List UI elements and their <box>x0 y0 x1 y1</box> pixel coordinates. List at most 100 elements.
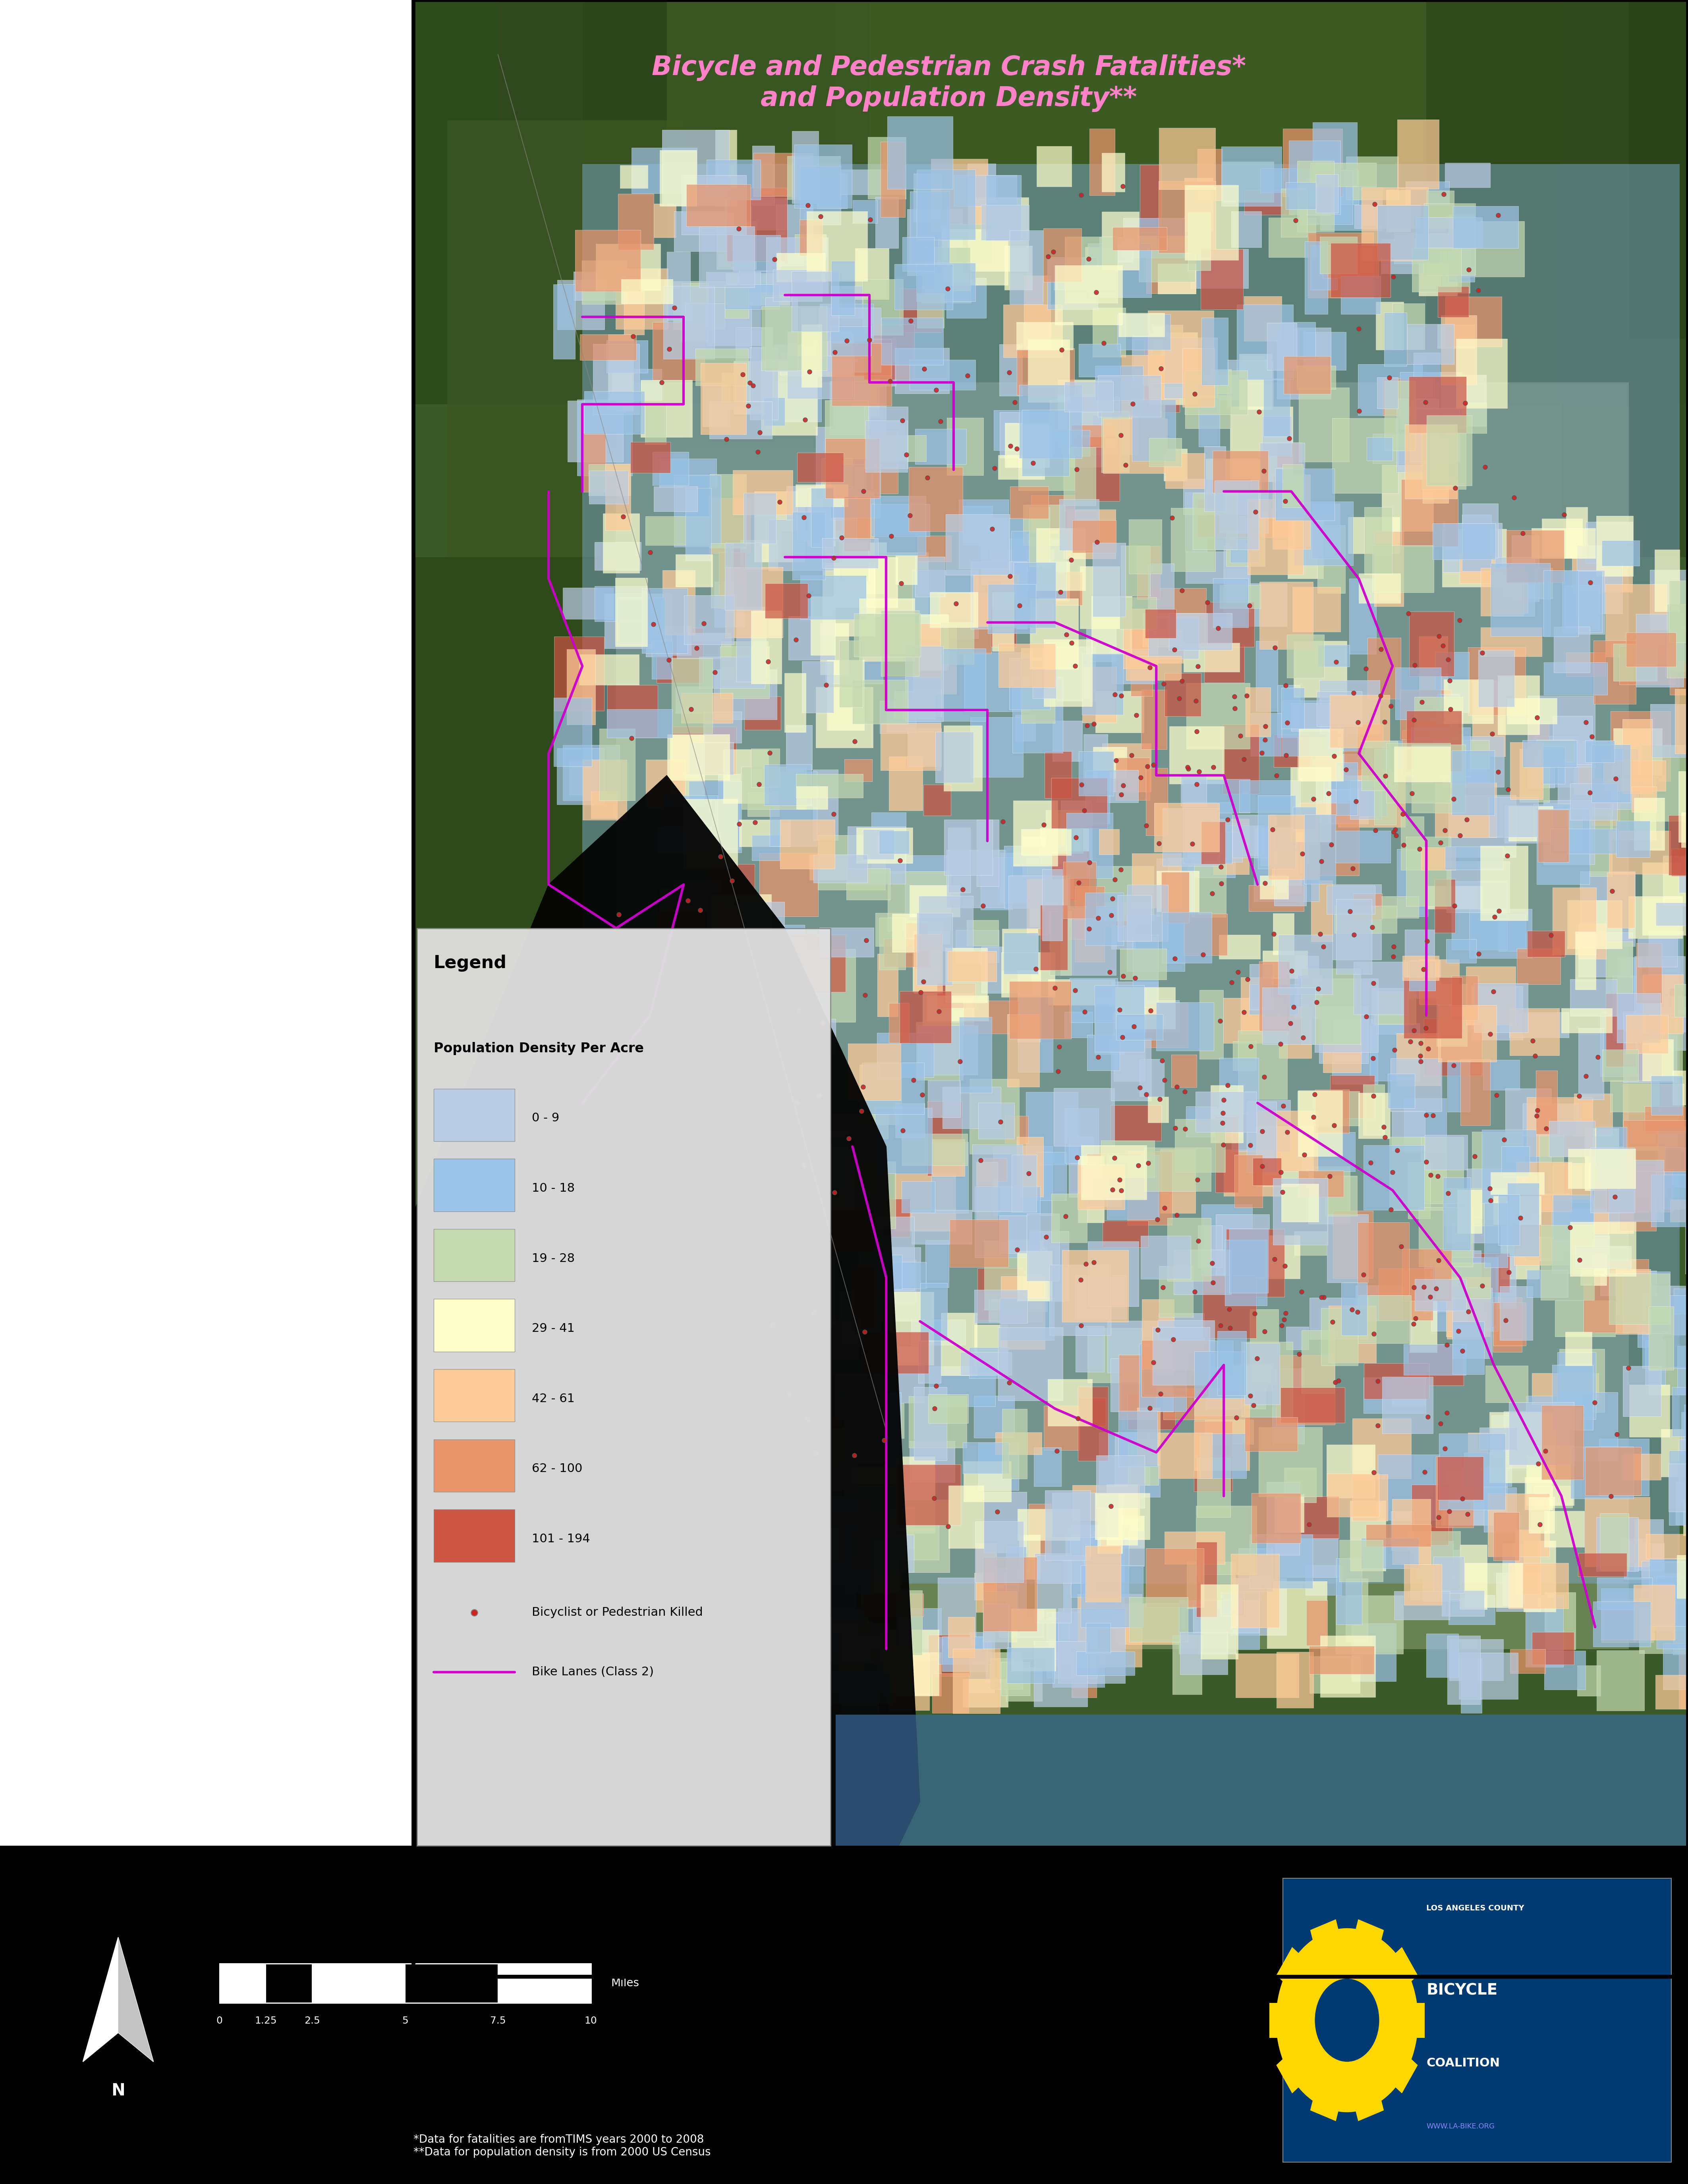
Bar <box>1404 1564 1442 1605</box>
Bar <box>999 345 1023 395</box>
Bar <box>663 806 685 836</box>
Text: 7.5: 7.5 <box>490 2016 506 2025</box>
Bar <box>755 1409 817 1448</box>
Bar <box>903 238 933 271</box>
Bar <box>1220 491 1268 533</box>
Bar <box>1399 690 1452 740</box>
Bar <box>707 159 760 199</box>
Bar <box>697 1671 758 1714</box>
Bar <box>939 1638 991 1664</box>
Bar <box>1089 129 1114 197</box>
Bar <box>846 869 890 900</box>
Bar <box>825 662 883 684</box>
Bar <box>1038 1151 1067 1201</box>
Bar <box>1004 933 1038 974</box>
Bar <box>1003 304 1062 358</box>
Bar <box>1310 1655 1361 1693</box>
Bar <box>1133 935 1158 1007</box>
Bar <box>1674 690 1688 753</box>
Bar <box>1452 882 1507 950</box>
Bar <box>670 734 706 808</box>
Bar <box>852 679 908 723</box>
Bar <box>935 732 974 782</box>
Bar <box>1504 1411 1570 1459</box>
Bar <box>1649 1306 1673 1369</box>
Bar <box>1222 725 1259 795</box>
Bar <box>967 164 996 207</box>
Bar <box>852 1535 913 1572</box>
Bar <box>1236 1653 1298 1697</box>
Bar <box>1507 699 1556 723</box>
Bar <box>1148 332 1197 404</box>
Bar <box>1465 1254 1509 1293</box>
Bar <box>1472 1131 1523 1197</box>
Bar <box>0 1845 1688 2184</box>
Bar <box>1438 323 1475 347</box>
Bar <box>672 657 712 734</box>
Bar <box>1170 725 1224 784</box>
Bar <box>1426 415 1472 485</box>
Bar <box>945 513 1009 574</box>
Bar <box>1377 1455 1440 1520</box>
Bar <box>1496 1256 1516 1308</box>
Bar <box>1214 579 1247 627</box>
Bar <box>1274 1535 1339 1577</box>
Bar <box>1409 1299 1436 1352</box>
Bar <box>1119 596 1156 629</box>
Bar <box>1195 1092 1258 1131</box>
Bar <box>1259 961 1290 1031</box>
Bar <box>1561 0 1688 557</box>
Bar <box>1023 505 1065 546</box>
Bar <box>1501 1210 1539 1280</box>
Bar <box>748 1293 782 1358</box>
Bar <box>606 463 631 531</box>
Bar <box>760 854 819 917</box>
Bar <box>1580 1254 1607 1286</box>
Bar <box>1526 1446 1575 1505</box>
Bar <box>1062 1249 1128 1321</box>
Bar <box>1636 614 1685 688</box>
Bar <box>677 1005 706 1046</box>
Bar <box>1268 1581 1327 1649</box>
Bar <box>937 1577 976 1647</box>
Bar <box>695 1024 741 1088</box>
Bar <box>1048 1378 1092 1426</box>
Bar <box>749 347 778 419</box>
Bar <box>1102 1221 1148 1247</box>
Bar <box>1276 850 1300 904</box>
Bar <box>751 749 780 788</box>
Bar <box>928 1081 960 1118</box>
Bar <box>1232 1101 1290 1151</box>
Bar <box>1101 1507 1121 1548</box>
Bar <box>1111 926 1134 950</box>
Bar <box>596 245 660 290</box>
Bar <box>1160 1267 1193 1317</box>
Bar <box>694 1463 738 1489</box>
Bar <box>1526 1597 1563 1666</box>
Bar <box>1168 858 1225 917</box>
Bar <box>1480 627 1541 657</box>
Bar <box>643 1579 663 1649</box>
Bar <box>1077 1651 1134 1675</box>
Bar <box>1438 1457 1484 1500</box>
Bar <box>1003 539 1067 598</box>
Bar <box>822 537 878 568</box>
Bar <box>766 1505 790 1568</box>
Bar <box>1398 120 1440 190</box>
Bar <box>1325 1175 1357 1216</box>
Bar <box>1102 743 1151 793</box>
Bar <box>1421 847 1455 869</box>
Bar <box>1165 452 1205 489</box>
Bar <box>1661 1018 1683 1077</box>
Bar <box>1291 0 1688 229</box>
Bar <box>1609 830 1671 874</box>
Bar <box>1575 1094 1612 1136</box>
Bar <box>807 487 836 546</box>
Bar <box>670 922 728 989</box>
Bar <box>1290 767 1330 841</box>
Bar <box>1426 887 1482 909</box>
Bar <box>1362 740 1398 791</box>
Bar <box>1013 677 1063 753</box>
Bar <box>1158 1319 1215 1369</box>
Bar <box>1128 1393 1175 1428</box>
